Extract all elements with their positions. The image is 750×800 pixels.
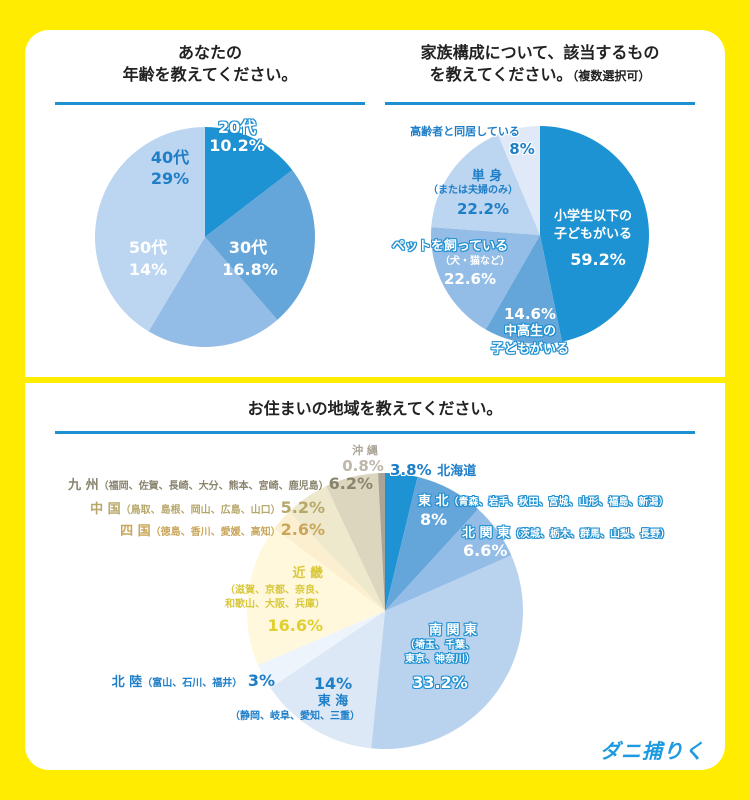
title-underline	[385, 102, 695, 105]
region-sublabel-minamikanto: （埼玉、千葉、	[405, 640, 475, 651]
region-row-hokkaido: 3.8% 北海道	[390, 461, 477, 479]
region-pie-slice-10	[378, 473, 385, 611]
family-title-note: （複数選択可）	[572, 69, 651, 83]
region-label-okinawa: 沖 縄	[352, 444, 378, 457]
region-sublabel-shikoku: （徳島、香川、愛媛、高知）	[150, 527, 281, 538]
region-sublabel-tokai: （静岡、岐阜、愛知、三重）	[230, 711, 360, 722]
family-label2-teen: 子どもがいる	[490, 342, 570, 357]
family-label-elderly: 高齢者と同居している	[410, 125, 520, 138]
region-row-kitakanto: 北 関 東（茨城、栃木、群馬、山梨、長野）	[462, 524, 670, 540]
region-label-hokuriku: 北 陸	[111, 675, 143, 690]
region-sublabel2-minamikanto: 東京、神奈川）	[405, 654, 475, 665]
age-value-50s: 14%	[128, 260, 168, 279]
family-value-elementary: 59.2%	[570, 250, 626, 269]
age-label-20s: 20代	[217, 118, 257, 137]
region-label-kinki: 近 畿	[292, 566, 323, 581]
region-value-kyushu: 6.2%	[328, 474, 373, 493]
region-row-tohoku: 東 北（青森、岩手、秋田、宮城、山形、福島、新潟）	[418, 492, 669, 508]
age-label-30s: 30代	[228, 238, 268, 257]
region-label-hokkaido: 北海道	[437, 464, 477, 479]
region-pie-slice-5	[258, 611, 385, 688]
region-pie-slice-8	[289, 486, 385, 611]
region-value-kitakanto: 6.6%	[463, 541, 508, 560]
family-pie-slice-3	[431, 134, 540, 235]
region-sublabel-kinki: （滋賀、京都、奈良、	[225, 585, 325, 596]
region-pie-slice-4	[270, 611, 385, 749]
family-pie-slice-4	[497, 126, 540, 235]
family-title-line2: を教えてください。	[429, 65, 573, 84]
region-label-tokai: 東 海	[317, 694, 349, 709]
family-label-single: 単 身	[471, 169, 503, 184]
age-pie-slice-3	[95, 127, 205, 332]
region-value-chugoku: 5.2%	[280, 498, 325, 517]
family-pie-slice-2	[431, 227, 540, 330]
region-label-kyushu: 九 州	[68, 478, 99, 493]
region-sublabel-kitakanto: （茨城、栃木、群馬、山梨、長野）	[510, 529, 671, 540]
region-row-hokuriku: 北 陸（富山、石川、福井） 3%	[111, 671, 275, 690]
region-pie-slice-3	[371, 555, 523, 749]
region-label-kitakanto: 北 関 東	[462, 526, 511, 541]
region-value-minamikanto: 33.2%	[412, 673, 468, 692]
region-pie-slice-7	[274, 511, 385, 611]
age-label-50s: 50代	[128, 238, 168, 257]
title-underline	[55, 431, 695, 434]
infographic-card: あなたの 年齢を教えてください。 家族構成について、該当するもの を教えてくださ…	[25, 30, 725, 770]
region-value-shikoku: 2.6%	[280, 520, 325, 539]
region-sublabel2-kinki: 和歌山、大阪、兵庫）	[225, 599, 325, 610]
family-sublabel-single: （または夫婦のみ）	[428, 185, 518, 196]
region-value-kinki: 16.6%	[267, 616, 323, 635]
region-label-minamikanto: 南 関 東	[428, 623, 478, 638]
region-row-chugoku: 中 国（鳥取、島根、岡山、広島、山口）5.2%	[90, 498, 325, 517]
brand-logo: ダニ捕りくん	[600, 739, 705, 770]
title-underline	[55, 102, 365, 105]
family-value-teen: 14.6%	[503, 305, 557, 323]
region-pie-slice-1	[385, 476, 479, 611]
region-sublabel-chugoku: （鳥取、島根、岡山、広島、山口）	[120, 505, 281, 516]
age-title-line1: あなたの	[177, 43, 242, 62]
region-sublabel-hokuriku: （富山、石川、福井）	[142, 678, 243, 689]
age-value-20s: 10.2%	[209, 136, 265, 155]
family-value-elderly: 8%	[509, 140, 535, 158]
age-pie-slice-1	[205, 169, 315, 320]
region-row-kyushu: 九 州（福岡、佐賀、長崎、大分、熊本、宮崎、鹿児島）6.2%	[68, 474, 373, 493]
family-pie-slice-0	[540, 126, 649, 342]
age-pie-slice-0	[205, 127, 293, 237]
region-sublabel-kyushu: （福岡、佐賀、長崎、大分、熊本、宮崎、鹿児島）	[98, 481, 329, 492]
family-value-single: 22.2%	[456, 200, 510, 218]
region-pie-slice-0	[385, 473, 418, 611]
region-row-shikoku: 四 国（徳島、香川、愛媛、高知）2.6%	[120, 520, 325, 539]
age-pie-slice-2	[148, 237, 278, 347]
family-label2-elementary: 子どもがいる	[553, 227, 633, 242]
region-label-chugoku: 中 国	[90, 502, 121, 517]
region-label-tohoku: 東 北	[418, 494, 449, 509]
age-title-line2: 年齢を教えてください。	[122, 65, 298, 84]
region-value-hokuriku: 3%	[247, 671, 275, 690]
region-value-hokkaido: 3.8%	[390, 461, 432, 479]
family-pie-slice-1	[485, 235, 563, 344]
region-chart-title: お住まいの地域を教えてください。	[247, 399, 503, 418]
family-title-line1: 家族構成について、該当するもの	[420, 43, 660, 62]
region-value-tokai: 14%	[313, 674, 353, 693]
region-sublabel-tohoku: （青森、岩手、秋田、宮城、山形、福島、新潟）	[448, 497, 669, 508]
age-chart-title: あなたの 年齢を教えてください。	[55, 42, 365, 86]
section-divider	[25, 377, 725, 383]
age-value-40s: 29%	[150, 169, 190, 188]
age-value-30s: 16.8%	[222, 260, 278, 279]
family-chart-title: 家族構成について、該当するもの を教えてください。（複数選択可）	[385, 42, 695, 87]
region-value-tohoku: 8%	[420, 510, 448, 529]
family-label-teen: 中高生の	[503, 324, 557, 339]
family-sublabel-pet: （犬・猫など）	[440, 256, 510, 267]
region-label-shikoku: 四 国	[120, 524, 151, 539]
age-label-40s: 40代	[150, 148, 190, 167]
region-pie-slice-6	[247, 528, 385, 666]
family-value-pet: 22.6%	[443, 270, 497, 288]
family-label-elementary: 小学生以下の	[553, 209, 633, 224]
region-pie-slice-9	[326, 473, 385, 611]
region-pie-slice-2	[385, 509, 512, 611]
region-value-okinawa: 0.8%	[342, 457, 384, 475]
family-label-pet: ペットを飼っている	[391, 239, 509, 254]
pie-charts	[95, 126, 649, 749]
